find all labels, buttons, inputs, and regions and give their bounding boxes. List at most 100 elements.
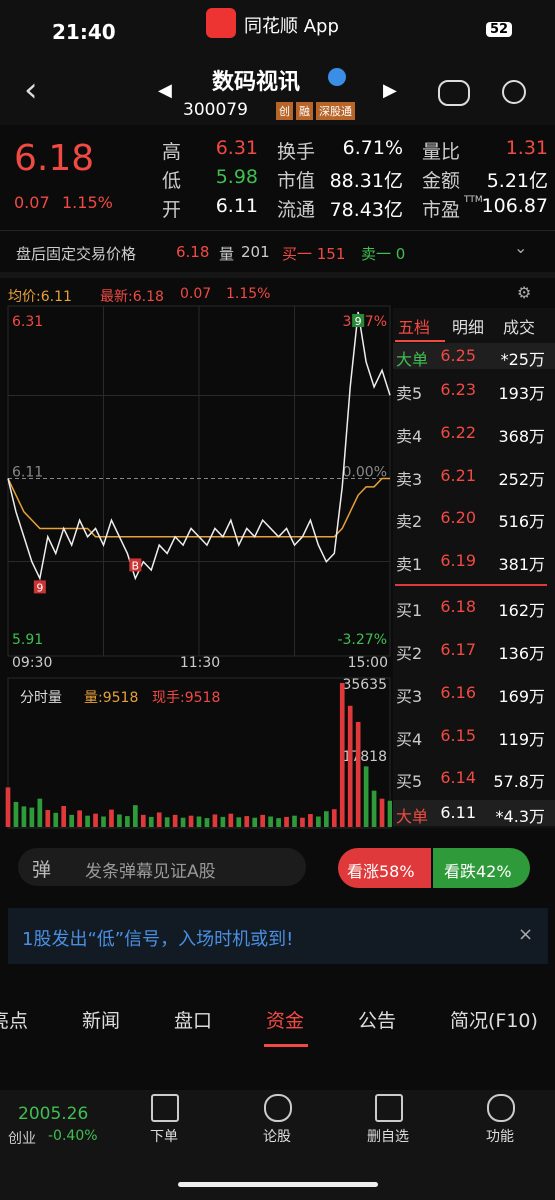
danmu-input[interactable] <box>18 848 306 886</box>
volume-bar <box>276 818 281 827</box>
y-label: 6.31 <box>12 314 43 330</box>
book-label: 大单 <box>396 350 429 369</box>
volume-bar <box>37 798 43 827</box>
book-bg <box>393 308 555 828</box>
volume-bar <box>109 809 114 827</box>
volume-bar <box>308 814 313 827</box>
notice-box[interactable] <box>8 908 548 964</box>
volume-bar <box>77 810 82 827</box>
book-tab[interactable]: 明细 <box>452 318 485 337</box>
back[interactable]: ‹ <box>24 70 38 110</box>
volume-bar <box>196 816 202 827</box>
x-label: 09:30 <box>12 655 52 671</box>
volume-bar <box>53 812 59 827</box>
stat-value: 78.43亿 <box>329 199 403 221</box>
volume-label: 分时量 <box>20 690 62 706</box>
index-value: 2005.26 <box>18 1104 89 1124</box>
afterhours-vol-label: 量 <box>219 245 235 263</box>
volume-bar <box>252 817 258 827</box>
tab[interactable]: 亮点 <box>0 1010 29 1032</box>
marker-text: B <box>132 559 140 572</box>
notice[interactable]: 1股发出“低”信号，入场时机或到! <box>22 929 294 950</box>
volume-bar <box>292 815 297 827</box>
tag: 创 <box>276 102 293 120</box>
prev[interactable]: ◀ <box>158 80 172 101</box>
bull-text: 看涨58% <box>347 862 415 881</box>
stat-label: 流通 <box>277 199 316 221</box>
volume-bar <box>101 816 106 827</box>
volume-bar <box>117 814 122 827</box>
volume-bar <box>236 817 242 827</box>
nav-label[interactable]: 功能 <box>486 1129 514 1145</box>
volume-bar <box>132 805 138 827</box>
marker-text: 9 <box>36 581 43 594</box>
marker <box>33 580 46 594</box>
bear-btn[interactable] <box>433 848 530 888</box>
index-name: 创业 <box>8 1131 36 1147</box>
verified <box>328 68 346 86</box>
legend-avg: 均价:6.11 <box>8 289 72 305</box>
bear-text: 看跌42% <box>444 862 512 881</box>
settings[interactable]: ⚙ <box>517 283 532 302</box>
volume-frame <box>7 677 391 829</box>
book-label: 买1 <box>396 601 423 620</box>
stock-code: 300079 <box>183 100 248 120</box>
legend-latest: 最新:6.18 <box>100 289 164 305</box>
book-vol: 169万 <box>498 687 545 706</box>
book-label: 卖5 <box>396 384 423 403</box>
volume-bar <box>45 810 51 827</box>
stat-label: 高 <box>162 141 182 163</box>
book-vol: 368万 <box>498 427 545 446</box>
afterhours-price: 6.18 <box>176 243 210 261</box>
book-tab[interactable]: 五档 <box>398 318 431 337</box>
book-price: 6.20 <box>440 508 476 527</box>
book-label: 大单 <box>396 807 429 826</box>
bull-btn[interactable] <box>338 848 431 888</box>
volume-bar <box>148 816 154 827</box>
book-price: 6.11 <box>440 803 476 822</box>
book-tab[interactable]: 成交 <box>503 318 536 337</box>
book-vol: *4.3万 <box>495 807 545 826</box>
stat-value: 106.87 <box>481 195 548 217</box>
book-label: 买5 <box>396 772 423 791</box>
tab[interactable]: 新闻 <box>82 1010 121 1032</box>
tag: 深股通 <box>316 102 355 120</box>
tab[interactable]: 公告 <box>358 1010 397 1032</box>
volume-bar <box>212 814 218 827</box>
robot-icon[interactable] <box>438 80 470 106</box>
nav-label[interactable]: 下单 <box>150 1129 178 1145</box>
volume-bar <box>260 814 266 827</box>
tab[interactable]: 盘口 <box>174 1010 213 1032</box>
expand[interactable]: ⌄ <box>514 238 528 257</box>
change-pct: 1.15% <box>62 193 113 212</box>
book-vol: 252万 <box>498 470 545 489</box>
close[interactable]: × <box>518 924 534 945</box>
search-icon[interactable] <box>502 80 526 104</box>
stat-label: 开 <box>162 199 182 221</box>
volume-bar <box>156 812 162 827</box>
book-vol: 381万 <box>498 555 545 574</box>
book-price: 6.17 <box>440 640 476 659</box>
book-price: 6.23 <box>440 380 476 399</box>
tab[interactable]: 简况(F10) <box>450 1010 538 1032</box>
volume-bar <box>93 813 98 827</box>
nav-label[interactable]: 论股 <box>263 1129 291 1145</box>
tab[interactable]: 资金 <box>266 1010 305 1032</box>
app-icon <box>206 8 236 38</box>
volume-bar <box>371 790 377 827</box>
intraday-chart: 6.31 6.11 5.91 3.27% 0.00% -3.27% 09:30 11:30 15… <box>5 305 392 829</box>
stat-label: 量比 <box>422 141 461 163</box>
volume-bar <box>61 805 67 827</box>
volume-bar <box>387 800 392 827</box>
book-price: 6.25 <box>440 346 476 365</box>
volume-bar <box>244 816 250 827</box>
nav-label[interactable]: 删自选 <box>367 1129 409 1145</box>
tab-indicator <box>264 1044 308 1047</box>
volume-bar <box>188 815 194 827</box>
afterhours-sell1: 卖一 0 <box>361 245 406 263</box>
book-vol: *25万 <box>500 350 545 369</box>
next[interactable]: ▶ <box>383 80 397 101</box>
book-vol: 57.8万 <box>493 772 545 791</box>
afterhours-vol: 201 <box>241 243 270 261</box>
